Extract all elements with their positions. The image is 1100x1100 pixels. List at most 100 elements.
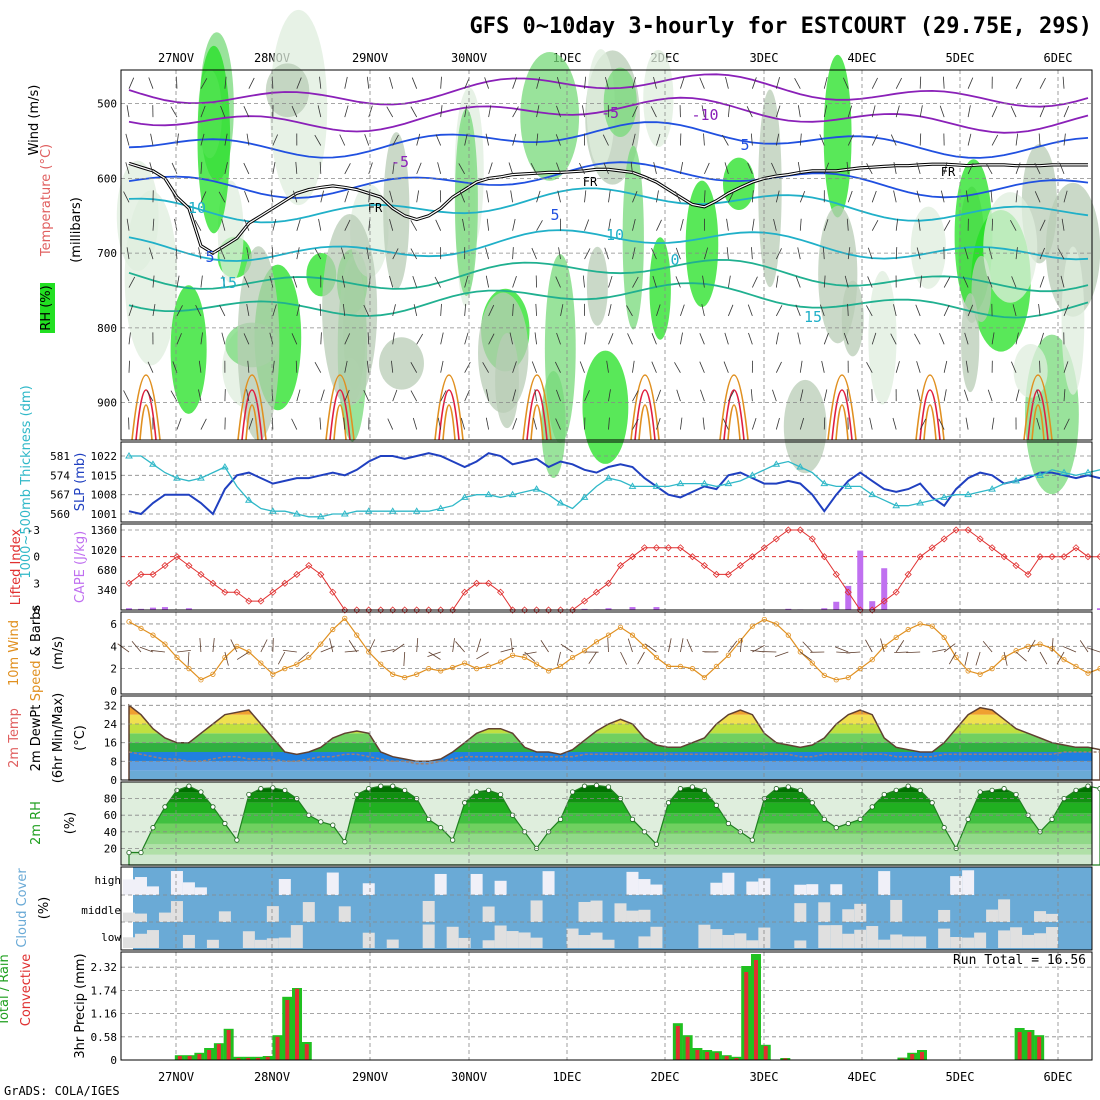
upper-wind-barb xyxy=(364,134,370,146)
rh-band-1 xyxy=(129,844,1092,855)
wind-speed-marker-5 xyxy=(186,666,192,672)
upper-wind-barb xyxy=(724,332,729,345)
upper-wind-barb xyxy=(775,105,781,118)
rh-marker-31 xyxy=(498,791,504,798)
upper-wind-barb xyxy=(314,134,322,146)
x-tick-top-9: 6DEC xyxy=(1044,51,1073,65)
upper-wind-barb xyxy=(389,77,394,89)
upper-wind-barb xyxy=(416,133,421,146)
li-marker-76 xyxy=(1036,553,1044,561)
thickness-marker-70 xyxy=(964,490,973,498)
x-tick-bottom-7: 4DEC xyxy=(848,1070,877,1084)
thickness-marker-18 xyxy=(340,510,349,517)
rh-band-6 xyxy=(129,792,1092,803)
cloud-cell xyxy=(890,934,903,948)
rh-marker-68 xyxy=(941,825,947,831)
upper-wind-barb xyxy=(651,361,657,373)
rh-ytick-2: 40 xyxy=(104,826,117,839)
li-marker-63 xyxy=(880,597,888,605)
precip-ylabel: 3hr Precip (mm) xyxy=(73,953,88,1058)
upper-wind-barb xyxy=(869,417,873,430)
rh-marker-38 xyxy=(581,783,588,789)
cloud-cell xyxy=(794,884,807,895)
upper-wind-barb xyxy=(943,360,948,373)
rh-marker-67 xyxy=(929,800,935,806)
rh-region-24 xyxy=(586,49,615,168)
rh-marker-79 xyxy=(1073,787,1079,793)
wind-barb-71 xyxy=(975,651,981,666)
upper-wind-barb xyxy=(440,390,447,402)
upper-wind-barb xyxy=(392,248,399,260)
upper-wind-barb xyxy=(126,218,130,231)
upper-wind-barb xyxy=(627,333,633,345)
upper-wind-barb xyxy=(440,303,442,316)
wind-speed-marker-27 xyxy=(450,664,456,671)
upper-wind-barb xyxy=(725,76,729,89)
upper-wind-barb xyxy=(918,218,921,231)
rh-region-33 xyxy=(582,350,629,464)
thickness-marker-30 xyxy=(484,490,493,498)
wind-barb-63 xyxy=(880,638,885,653)
rh-marker-13 xyxy=(282,787,288,793)
cloud-cell xyxy=(266,906,279,922)
warm-contour-3-2 xyxy=(442,404,456,441)
upper-wind-barb xyxy=(919,76,922,89)
upper-wind-barb xyxy=(895,218,899,231)
cloud-cell xyxy=(218,911,231,922)
upper-wind-barb xyxy=(363,304,370,317)
upper-wind-barb xyxy=(751,218,755,231)
wind-speed-marker-8 xyxy=(222,654,228,661)
wind-speed-marker-69 xyxy=(953,654,959,661)
x-tick-top-7: 4DEC xyxy=(848,51,877,65)
cloud-cell xyxy=(278,937,291,948)
upper-air-ytick-1: 600 xyxy=(97,172,117,185)
upper-wind-barb xyxy=(200,332,203,345)
upper-wind-barb xyxy=(224,76,227,89)
li-marker-8 xyxy=(221,588,229,596)
wind-speed-marker-17 xyxy=(330,626,336,633)
thickness-marker-72 xyxy=(988,485,996,492)
upper-wind-barb xyxy=(991,417,995,430)
upper-wind-barb xyxy=(560,304,564,316)
wind-barb-13 xyxy=(277,651,286,665)
cloud-cell xyxy=(266,938,279,948)
cape-bar-2 xyxy=(149,607,156,610)
cloud-cell xyxy=(518,932,531,948)
cloud-frame xyxy=(120,866,1093,951)
cloud-cell xyxy=(338,906,351,922)
cloud-cell xyxy=(542,871,555,895)
cloud-cell xyxy=(878,939,891,948)
wind-barb-81 xyxy=(1086,647,1100,653)
upper-wind-barb xyxy=(293,190,298,203)
li-marker-67 xyxy=(928,544,936,552)
cloud-cell xyxy=(123,879,135,895)
precip-conv-bar-8 xyxy=(207,1050,212,1060)
wind-barb-75 xyxy=(1027,639,1036,653)
upper-wind-barb xyxy=(916,162,921,175)
thickness-marker-40 xyxy=(604,474,613,481)
upper-wind-barb xyxy=(555,418,561,430)
upper-wind-barb xyxy=(603,162,609,175)
upper-wind-barb xyxy=(317,105,322,118)
cape-bar-44 xyxy=(653,607,660,610)
upper-wind-barb xyxy=(152,304,156,316)
wind-ylabel-3: (m/s) xyxy=(51,636,66,670)
upper-wind-barb xyxy=(772,389,777,402)
precip-conv-bar-10 xyxy=(226,1030,231,1060)
upper-wind-barb xyxy=(368,162,373,175)
wind-speed-marker-71 xyxy=(977,671,983,677)
thickness-marker-0 xyxy=(125,452,133,459)
upper-wind-barb xyxy=(915,304,921,317)
upper-wind-barb xyxy=(1015,332,1019,345)
cloud-cell xyxy=(902,936,915,948)
wind-speed-marker-26 xyxy=(438,668,444,674)
upper-wind-barb xyxy=(748,332,753,345)
x-tick-top-6: 3DEC xyxy=(750,51,779,65)
upper-wind-barb xyxy=(680,77,685,89)
upper-wind-barb xyxy=(680,162,684,174)
cloud-cell xyxy=(818,925,831,948)
rh-marker-3 xyxy=(162,804,168,810)
thickness-ylabel: 1000~500mb Thickness (dm) xyxy=(19,385,34,578)
upper-wind-barb xyxy=(435,134,442,146)
rh-marker-42 xyxy=(629,816,636,822)
